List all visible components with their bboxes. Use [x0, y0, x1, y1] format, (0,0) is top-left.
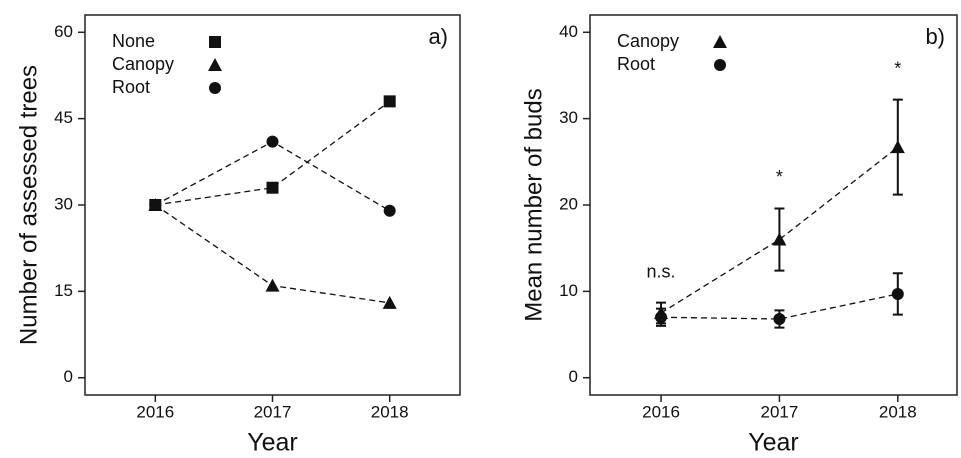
legend-marker	[714, 59, 726, 71]
significance-label: *	[894, 58, 901, 78]
panel-label: a)	[428, 24, 448, 49]
y-axis-title: Mean number of buds	[520, 88, 547, 321]
data-point	[383, 95, 396, 108]
data-point	[773, 313, 786, 325]
y-tick-label: 45	[54, 108, 73, 127]
y-tick-label: 30	[54, 194, 73, 213]
y-tick-label: 15	[54, 281, 73, 300]
data-point	[265, 278, 280, 292]
data-point	[655, 311, 668, 324]
legend-marker	[713, 35, 727, 48]
legend-label: Canopy	[112, 54, 174, 74]
y-tick-label: 30	[559, 108, 578, 127]
y-tick-label: 40	[559, 22, 578, 41]
x-axis-title: Year	[247, 429, 298, 457]
significance-label: *	[776, 167, 783, 187]
legend-marker	[209, 36, 221, 48]
legend-label: None	[112, 31, 155, 51]
series-line	[155, 100, 391, 206]
legend-label: Canopy	[617, 31, 679, 51]
legend-marker	[208, 58, 222, 71]
y-tick-label: 0	[569, 367, 578, 386]
y-tick-label: 0	[64, 367, 73, 386]
legend-marker	[209, 82, 221, 94]
data-point	[383, 204, 396, 217]
y-tick-label: 60	[54, 22, 73, 41]
data-point	[891, 287, 904, 300]
legend-label: Root	[617, 54, 655, 74]
x-tick-label: 2016	[136, 402, 174, 421]
data-point	[890, 140, 905, 154]
x-tick-label: 2016	[642, 402, 680, 421]
y-tick-label: 20	[559, 194, 578, 213]
x-axis-title: Year	[748, 429, 799, 457]
y-tick-label: 10	[559, 281, 578, 300]
x-tick-label: 2018	[879, 402, 917, 421]
y-axis-title: Number of assessed trees	[15, 65, 42, 345]
x-tick-label: 2017	[254, 402, 292, 421]
data-point	[382, 295, 397, 309]
x-tick-label: 2017	[761, 402, 799, 421]
data-point	[266, 181, 279, 194]
data-point	[266, 135, 279, 148]
legend-label: Root	[112, 77, 150, 97]
x-tick-label: 2018	[371, 402, 409, 421]
data-point	[149, 199, 162, 211]
significance-label: n.s.	[647, 261, 676, 281]
data-point	[772, 232, 787, 246]
panel-label: b)	[925, 24, 945, 49]
